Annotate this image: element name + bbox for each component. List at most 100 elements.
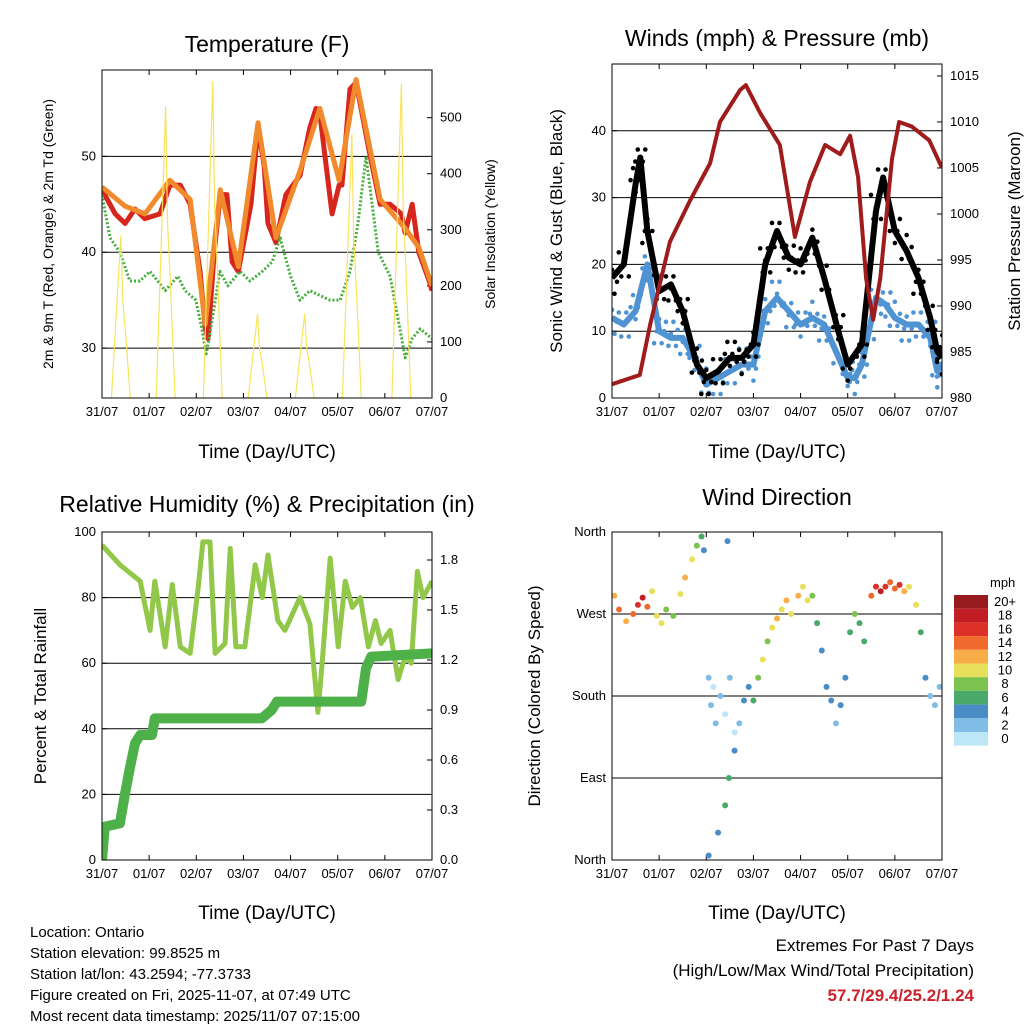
wind-direction-point (868, 592, 875, 599)
wind-title: Winds (mph) & Pressure (mb) (625, 25, 929, 51)
sonic-wind-point (897, 311, 903, 317)
x-tick-label: 31/07 (86, 404, 119, 419)
gust-point (685, 296, 691, 302)
gust-point (911, 291, 916, 297)
gust-point (703, 367, 709, 373)
wind-direction-point (630, 611, 637, 617)
sonic-wind-point (677, 351, 683, 357)
legend-label: 0 (1001, 731, 1008, 746)
wind-direction-point (670, 612, 677, 619)
gust-point (751, 330, 756, 335)
dir-frame (611, 531, 943, 861)
sonic-wind-point (647, 266, 653, 271)
sonic-wind-point (828, 336, 834, 342)
gust-point (777, 220, 782, 226)
y-tick-label: North (574, 524, 606, 539)
gust-point (892, 240, 898, 246)
gust-point (807, 239, 813, 244)
wind-direction-point (788, 611, 795, 617)
sonic-wind-point (753, 366, 759, 371)
gust-point (623, 250, 629, 255)
gust-point (698, 391, 704, 397)
sonic-wind-point (838, 360, 844, 366)
9m-t-line (102, 77, 432, 327)
sonic-wind-point (640, 266, 645, 271)
gust-point (607, 279, 612, 284)
sonic-wind-point (718, 391, 723, 397)
solar-peak (155, 106, 176, 398)
rh-title: Relative Humidity (%) & Precipitation (i… (59, 491, 474, 517)
gust-point (650, 228, 655, 234)
wind-direction-point (612, 592, 618, 599)
solar-peak (202, 81, 223, 398)
legend-swatch (954, 595, 988, 609)
gust-point (781, 255, 787, 261)
y-tick-label: 80 (82, 590, 96, 605)
wind-direction-point (634, 601, 641, 608)
y2-tick-label: 0.3 (440, 802, 458, 817)
y-tick-label: 20 (82, 786, 96, 801)
gust-point (663, 274, 669, 279)
wind-direction-point (639, 594, 646, 601)
gust-point (739, 371, 744, 377)
elevation: Station elevation: 99.8525 m (30, 945, 221, 962)
sonic-wind-point (651, 340, 657, 346)
y-tick-label: 40 (592, 123, 606, 138)
sonic-wind-point (934, 385, 940, 390)
wind-direction-point (663, 606, 670, 613)
gust-point (618, 274, 624, 279)
y-tick-label: 0 (599, 390, 606, 405)
wind-direction-point (717, 693, 724, 699)
gust-point (887, 228, 893, 234)
gust-point (642, 228, 648, 234)
sonic-wind-point (668, 331, 674, 337)
legend-swatch (954, 718, 988, 732)
gust-point (824, 263, 829, 269)
wind-direction-point (710, 683, 717, 690)
sonic-wind-point (671, 319, 676, 325)
legend-swatch (954, 704, 988, 719)
wind-direction-point (927, 693, 934, 699)
gust-point (873, 204, 879, 210)
sonic-wind-point (807, 311, 813, 317)
gust-point (922, 303, 928, 309)
x-tick-label: 01/07 (643, 866, 676, 881)
gust-point (815, 239, 820, 244)
sonic-wind-point (833, 348, 839, 354)
gust-point (803, 258, 808, 263)
wind-direction-point (726, 674, 733, 681)
gust-point (913, 279, 919, 285)
wind-direction-point (851, 611, 858, 617)
gust-point (850, 354, 856, 359)
sonic-wind-point (892, 299, 898, 305)
wind-direction-point (861, 638, 868, 645)
sonic-wind-point (816, 338, 822, 343)
gust-point (921, 279, 926, 285)
sonic-wind-point (774, 291, 780, 297)
wind-direction-point (936, 683, 942, 690)
gust-point (830, 324, 836, 330)
sonic-wind-point (888, 290, 893, 295)
gust-point (810, 227, 815, 232)
wind-direction-point (644, 603, 651, 610)
sonic-wind-point (626, 334, 632, 339)
wind-direction-point (712, 720, 719, 727)
gust-point (621, 262, 627, 267)
gust-point (929, 344, 935, 350)
legend-label: 14 (998, 635, 1012, 650)
gust-point (635, 147, 641, 152)
wind-direction-point (715, 829, 722, 836)
temp-xlabel: Time (Day/UTC) (198, 442, 336, 463)
wind-direction-point (891, 585, 898, 592)
x-tick-label: 06/07 (879, 866, 912, 881)
legend-label: 20+ (994, 594, 1016, 609)
wind-direction-point (783, 597, 790, 604)
extremes-values: 57.7/29.4/25.2/1.24 (827, 986, 974, 1005)
gust-point (826, 287, 832, 293)
wind-panel: 0 10 20 30 40 980 985 990 995 1000 1005 1010 1015 31/… (592, 63, 979, 419)
gust-point (772, 244, 777, 250)
sonic-wind-point (788, 300, 794, 306)
gust-point (934, 359, 940, 365)
gust-point (895, 228, 900, 234)
sonic-wind-point (922, 331, 928, 337)
